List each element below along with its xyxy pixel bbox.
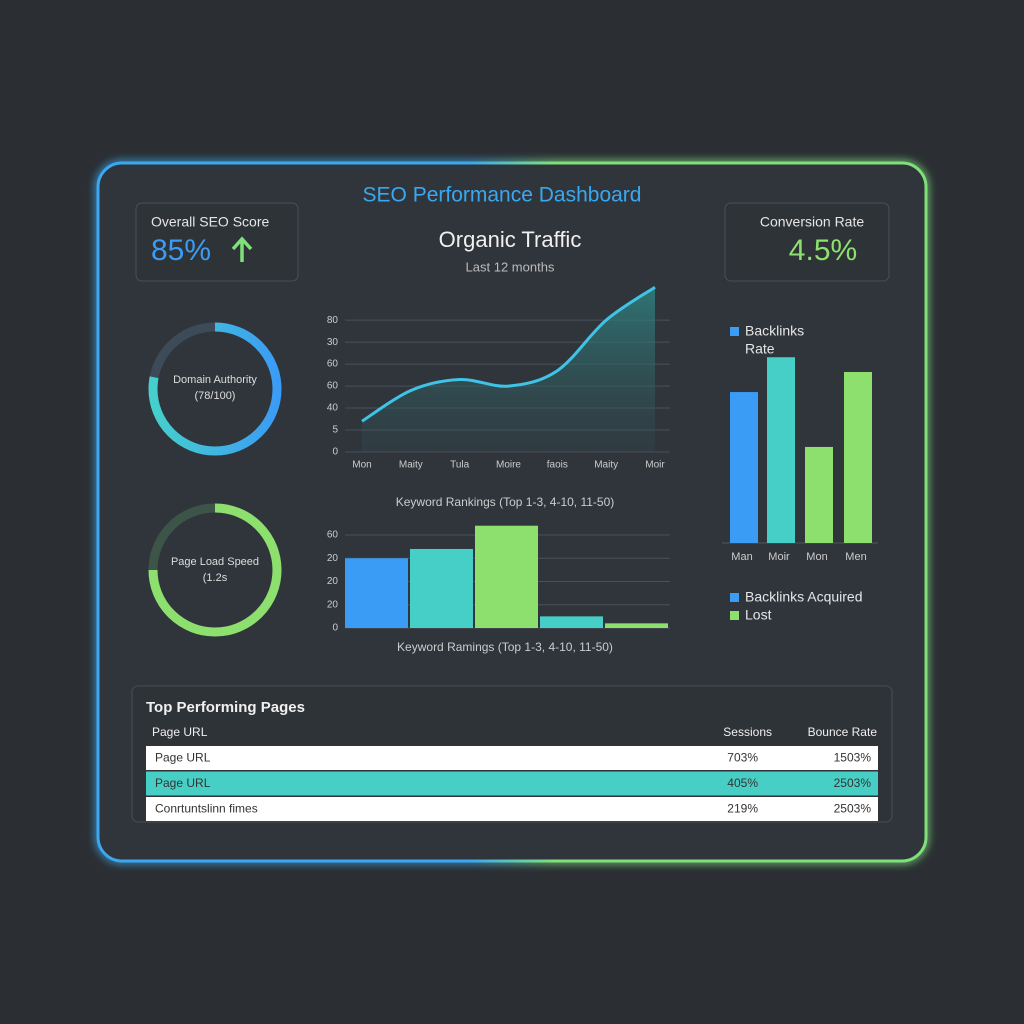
x-tick-label: Maity (399, 460, 423, 471)
traffic-area (362, 287, 655, 452)
y-tick-label: 80 (327, 315, 339, 326)
legend-label: Backlinks Acquired (745, 589, 863, 605)
y-tick-label: 5 (332, 425, 338, 436)
y-tick-label: 20 (327, 553, 339, 564)
bar (345, 558, 408, 628)
bar (605, 623, 668, 628)
seo-label: Overall SEO Score (151, 214, 269, 230)
pl-ring (148, 503, 282, 637)
x-tick-label: Moir (645, 460, 665, 471)
conversion-label: Conversion Rate (760, 214, 864, 230)
y-tick-label: 30 (327, 337, 339, 348)
bar (475, 525, 538, 628)
table-row (146, 746, 878, 770)
x-tick-label: Man (731, 551, 752, 563)
da-value: (78/100) (195, 390, 236, 402)
table-row (146, 771, 878, 796)
bar (767, 357, 795, 543)
conversion-value: 4.5% (789, 234, 857, 267)
table-cell: Page URL (155, 751, 211, 765)
bar (805, 446, 833, 543)
table-cell: Page URL (155, 776, 211, 790)
bar (844, 372, 872, 543)
bar (730, 392, 758, 543)
bar (410, 548, 473, 628)
y-tick-label: 20 (327, 599, 339, 610)
conversion-card (724, 202, 890, 282)
da-label: Domain Authority (173, 374, 257, 386)
traffic-title: Organic Traffic (439, 227, 582, 252)
seo-card (135, 202, 299, 282)
table-cell: 405% (727, 776, 758, 790)
seo-value: 85% (151, 234, 211, 267)
keyword-title: Keyword Rankings (Top 1-3, 4-10, 11-50) (396, 495, 615, 509)
x-tick-label: faois (547, 460, 568, 471)
x-tick-label: Maity (594, 460, 618, 471)
pl-label: Page Load Speed (171, 556, 259, 568)
legend-swatch (730, 611, 739, 620)
up-arrow (231, 236, 253, 262)
table-cell: 219% (727, 802, 758, 816)
x-tick-label: Mon (352, 460, 371, 471)
y-tick-label: 60 (327, 359, 339, 370)
keyword-xlabel: Keyword Ramings (Top 1-3, 4-10, 11-50) (397, 640, 613, 654)
legend-label: Lost (745, 607, 772, 623)
traffic-subtitle: Last 12 months (466, 259, 555, 274)
x-tick-label: Tula (450, 460, 470, 471)
column-header: Sessions (723, 725, 772, 739)
y-tick-label: 40 (327, 403, 339, 414)
x-tick-label: Men (845, 551, 866, 563)
table-title: Top Performing Pages (146, 699, 305, 716)
table-cell: 703% (727, 751, 758, 765)
table-cell: 2503% (834, 802, 872, 816)
legend-label: Rate (745, 341, 775, 357)
y-tick-label: 60 (327, 381, 339, 392)
pl-value: (1.2s (203, 572, 228, 584)
table-row (146, 797, 878, 821)
x-tick-label: Mon (806, 551, 827, 563)
column-header: Bounce Rate (808, 725, 878, 739)
legend-label: Backlinks (745, 323, 804, 339)
y-tick-label: 20 (327, 576, 339, 587)
x-tick-label: Moire (496, 460, 521, 471)
dashboard-title: SEO Performance Dashboard (363, 184, 642, 207)
legend-swatch (730, 593, 739, 602)
y-tick-label: 60 (327, 530, 339, 541)
table-cell: 1503% (834, 751, 872, 765)
y-tick-label: 0 (332, 623, 338, 634)
da-ring (148, 322, 282, 456)
table-cell: Conrtuntslinn fimes (155, 802, 258, 816)
column-header: Page URL (152, 725, 208, 739)
traffic-line (361, 285, 656, 423)
x-tick-label: Moir (768, 551, 790, 563)
y-tick-label: 0 (332, 447, 338, 458)
bar (540, 616, 603, 628)
table-cell: 2503% (834, 776, 872, 790)
legend-swatch (730, 327, 739, 336)
